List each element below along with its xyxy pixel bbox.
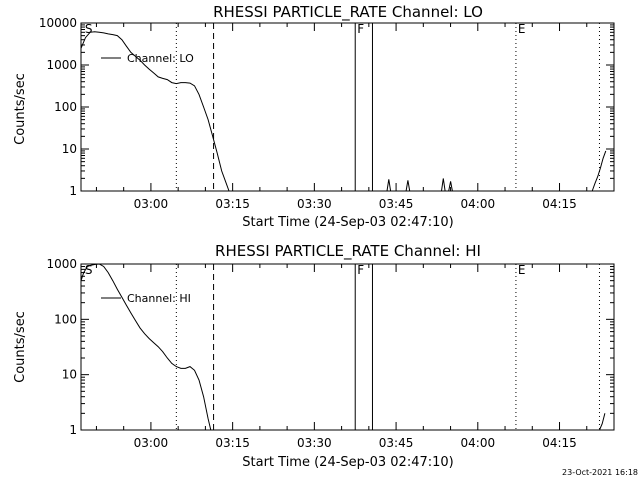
x-axis-label-hi: Start Time (24-Sep-03 02:47:10) [242,455,453,470]
legend-hi: Channel: HI [101,292,191,305]
series-line [80,31,230,192]
legend-label-hi: Channel: HI [127,292,191,305]
legend-label-lo: Channel: LO [127,52,194,65]
x-tick-label: 04:00 [461,197,496,211]
event-marker-label: E [518,22,526,36]
event-marker-label: E [518,263,526,277]
y-tick-label: 100 [54,100,77,114]
series-line [599,413,606,431]
x-tick-label: 03:00 [134,197,169,211]
y-tick-label: 100 [54,312,77,326]
x-tick-label: 03:30 [297,197,332,211]
timestamp-label: 23-Oct-2021 16:18 [562,468,638,477]
x-tick-label: 04:00 [461,436,496,450]
x-axis-label-lo: Start Time (24-Sep-03 02:47:10) [242,215,453,230]
x-tick-label: 04:15 [542,197,577,211]
x-tick-label: 03:45 [379,197,414,211]
event-marker-label: F [357,22,364,36]
series-line [386,178,453,192]
y-tick-label: 1000 [46,58,77,72]
x-tick-label: 03:15 [215,436,250,450]
y-tick-label: 10 [62,368,77,382]
plot-frame [80,263,615,431]
y-axis-label-hi: Counts/sec [13,311,28,383]
x-tick-label: 03:30 [297,436,332,450]
x-tick-label: 03:15 [215,197,250,211]
y-tick-label: 1 [69,423,77,437]
legend-lo: Channel: LO [101,52,194,65]
event-marker-label: S [85,22,93,36]
plot-frame [80,22,615,192]
y-axis-label-lo: Counts/sec [13,73,28,145]
y-tick-label: 10000 [39,16,77,30]
panel-hi: 1 10 100 1000 03:00 03:15 03:30 03:45 04:00 04:15… [46,257,615,450]
x-tick-label: 03:45 [379,436,414,450]
chart-title-hi: RHESSI PARTICLE_RATE Channel: HI [215,242,481,261]
x-tick-label: 03:00 [134,436,169,450]
chart-title-lo: RHESSI PARTICLE_RATE Channel: LO [213,3,483,22]
y-tick-label: 10 [62,142,77,156]
event-marker-label: S [85,263,93,277]
x-tick-label: 04:15 [542,436,577,450]
y-tick-label: 1 [69,184,77,198]
y-tick-label: 1000 [46,257,77,271]
panel-lo: 1 10 100 1000 10000 03:00 03:15 03:30 03:45 04:00… [39,16,615,211]
series-line [80,263,212,431]
event-marker-label: F [357,263,364,277]
series-line [591,150,607,192]
